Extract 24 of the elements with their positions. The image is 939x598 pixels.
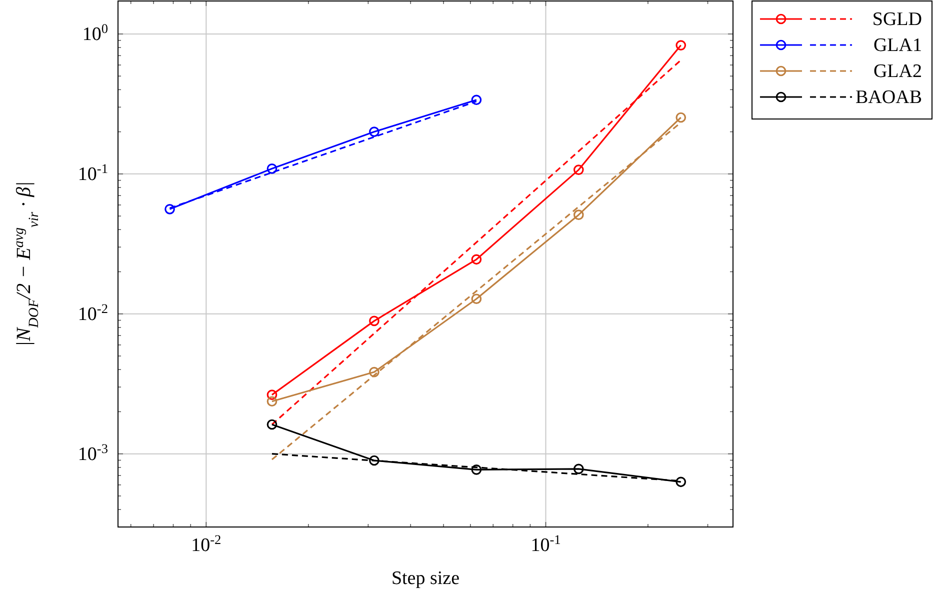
point [471,254,482,265]
point [471,294,482,304]
y-tick-label: 10$^{0}$ [82,20,108,45]
point [676,112,686,123]
point [369,366,380,378]
point [369,316,380,326]
point [573,210,584,220]
y-tick-label: 10$^{-2}$ [78,300,108,325]
point [266,396,278,407]
y-tick-label: 10$^{-3}$ [78,440,108,465]
point [676,40,686,50]
point [369,455,380,466]
legend-label: SGLD [872,9,922,30]
legend-label: BAOAB [855,87,922,108]
point [266,390,278,400]
y-tick-label: 10$^{-1}$ [78,160,108,185]
point [573,164,584,175]
legend-label: GLA1 [873,35,922,56]
point [573,464,584,474]
point [471,464,482,475]
x-axis-title: Step size [391,568,460,589]
point [266,419,278,430]
point [676,476,686,488]
legend-label: GLA2 [873,61,922,82]
